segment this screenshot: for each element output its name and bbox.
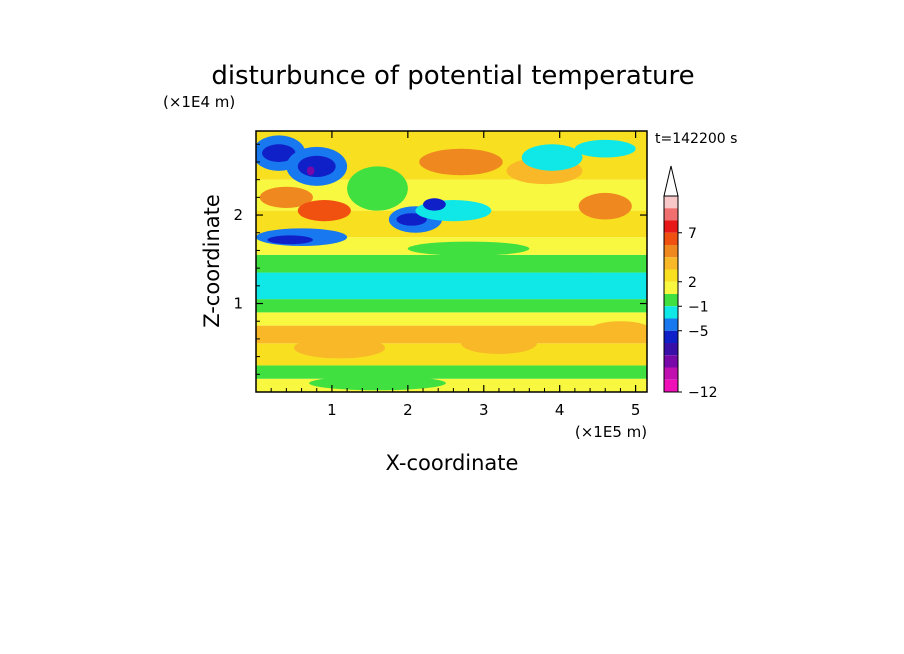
contour-feature [309,376,446,391]
colorbar-swatch [664,318,678,331]
x-tick-label: 4 [555,401,565,419]
colorbar-swatch [664,220,678,233]
x-tick-label: 1 [327,401,337,419]
contour-feature [423,198,446,211]
colorbar-swatch [664,269,678,282]
colorbar-frame [663,195,679,393]
contour-band [256,254,647,273]
colorbar-swatch [664,281,678,294]
contour-feature [259,186,313,208]
contour-feature [407,241,530,256]
contour-feature [297,200,351,222]
contour-feature [293,337,386,359]
colorbar-label: 7 [688,226,697,242]
colorbar-swatch [664,294,678,307]
colorbar-label: −1 [688,299,709,315]
colorbar-swatch [664,232,678,245]
contour-feature [306,166,315,176]
y-axis: 12 [233,143,647,375]
colorbar-swatch [664,245,678,258]
time-label: t=142200 s [655,131,737,147]
colorbar-swatch [664,343,678,356]
y-axis-title: Z-coordinate [200,194,224,328]
contour-feature [521,272,629,291]
contour-feature [267,235,313,245]
contour-feature [578,192,632,220]
y-tick-label: 2 [233,206,243,224]
contour-band [256,299,647,313]
plot-area [255,130,648,393]
x-axis: 1 2 3 4 5 [270,131,641,419]
colorbar-swatch [664,355,678,368]
contour-feature [521,144,583,171]
y-unit-label: (×1E4 m) [163,93,235,111]
colorbar-swatch [664,379,678,392]
x-axis-title: X-coordinate [386,451,519,475]
contour-feature [262,144,296,162]
colorbar-swatch [664,196,678,209]
x-tick-label: 5 [631,401,641,419]
contour-feature [297,155,336,178]
x-tick-label: 2 [403,401,413,419]
colorbar-swatch [664,367,678,380]
plot-frame [255,130,648,393]
y-tick-label: 1 [233,295,243,313]
contour-feature [460,332,537,354]
colorbar-swatch [664,257,678,270]
x-unit-label: (×1E5 m) [575,423,647,441]
colorbar-label: −5 [688,324,709,340]
contour-feature [347,166,408,211]
colorbar-swatch [664,330,678,343]
colorbar-swatch [664,306,678,319]
colorbar-swatch [664,208,678,221]
contour-feature [574,139,636,158]
colorbar-extension [663,165,679,197]
colorbar-label: 2 [688,275,697,291]
contour-band [256,312,647,326]
colorbar: 7 2 −1 −5 −12 [663,165,718,401]
contour-band [256,365,647,379]
contour-feature [419,148,503,176]
contour-features [256,135,647,391]
contour-feature [590,321,647,339]
x-tick-label: 3 [479,401,489,419]
colorbar-label: −12 [688,385,718,401]
contour-feature [396,213,427,226]
chart-title: disturbunce of potential temperature [211,61,694,91]
